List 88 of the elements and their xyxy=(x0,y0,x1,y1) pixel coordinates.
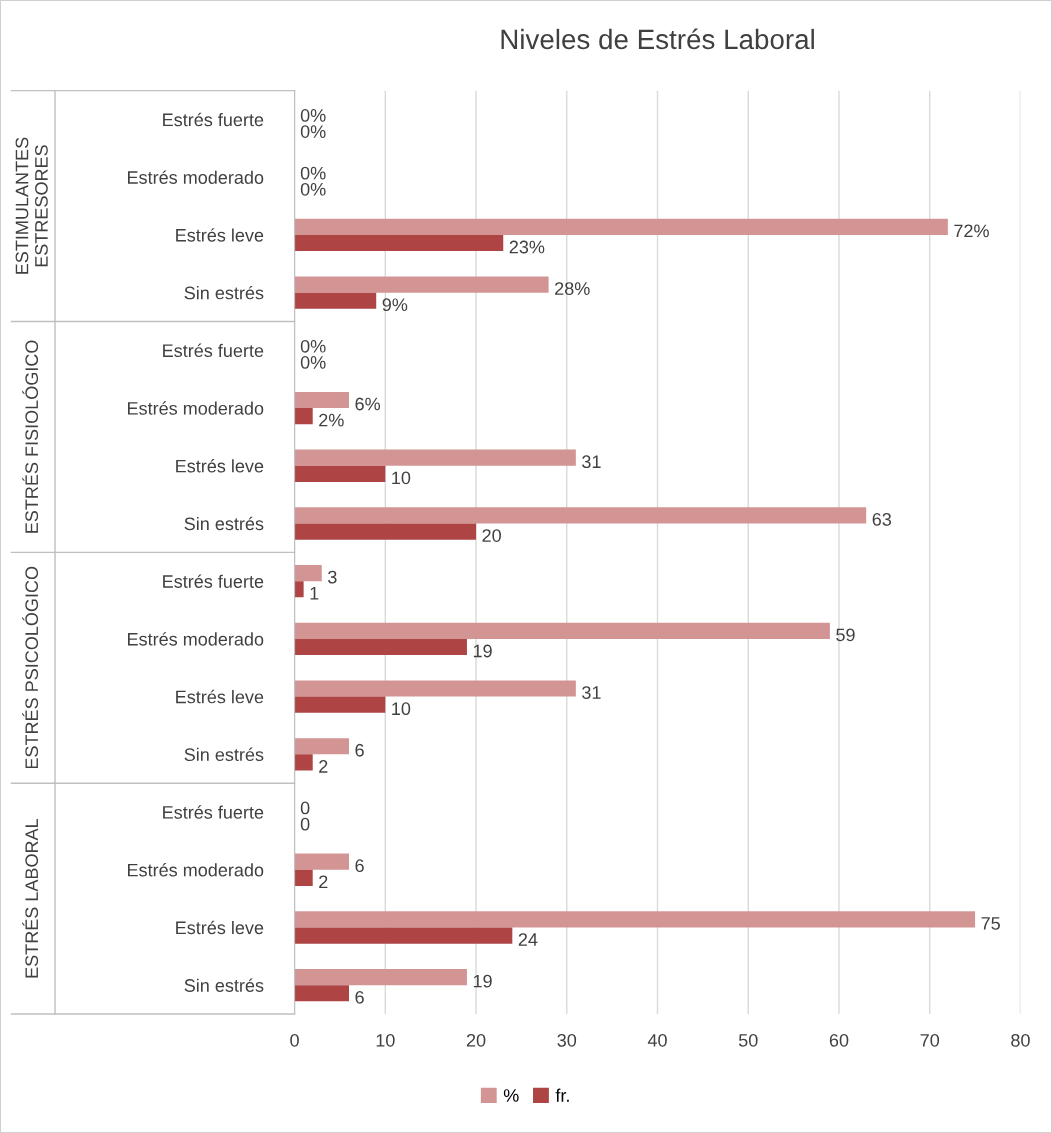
data-label: 6 xyxy=(355,990,364,1004)
data-label: 19 xyxy=(473,974,492,988)
x-tick-label: 50 xyxy=(738,1033,758,1047)
y-tick-label: Estrés moderado xyxy=(128,863,264,877)
data-label: 24 xyxy=(518,933,538,946)
data-label: 72% xyxy=(954,224,989,238)
y-tick-label: Estrés fuerte xyxy=(163,805,264,819)
data-label: 0% xyxy=(300,339,326,353)
bar xyxy=(294,969,467,986)
data-label: 0% xyxy=(300,125,326,138)
bar xyxy=(294,234,504,252)
x-tick-label: 10 xyxy=(376,1033,395,1047)
data-label: 0% xyxy=(300,182,326,196)
text: ESTRÉS LABORAL xyxy=(22,818,39,978)
data-label: 6% xyxy=(355,397,381,411)
legend-label: % xyxy=(503,1089,519,1102)
data-label: 0% xyxy=(300,109,326,122)
data-label: 23% xyxy=(509,240,545,254)
data-label: 19 xyxy=(473,644,492,658)
text: ESTRÉS PSICOLÓGICO xyxy=(22,566,39,769)
bar xyxy=(294,738,349,755)
y-tick-label: Estrés leve xyxy=(176,228,264,242)
bar xyxy=(294,696,386,713)
bar xyxy=(294,622,830,639)
data-label: 2 xyxy=(319,760,328,773)
y-tick-label: Sin estrés xyxy=(184,978,264,992)
text: ESTRÉS FISIOLÓGICO xyxy=(22,340,39,533)
chart-title: Niveles de Estrés Laboral xyxy=(501,28,814,50)
y-tick-label: Sin estrés xyxy=(184,516,264,531)
y-tick-label: Estrés leve xyxy=(176,920,264,935)
bar xyxy=(294,465,386,482)
y-tick-label: Estrés fuerte xyxy=(163,112,264,127)
data-label: 28% xyxy=(555,282,590,295)
y-tick-label: Sin estrés xyxy=(184,747,264,762)
y-tick-label: Estrés moderado xyxy=(128,170,264,184)
y-tick-label: Estrés leve xyxy=(176,689,264,704)
data-label: 0 xyxy=(300,817,310,831)
bar xyxy=(294,680,576,697)
bar xyxy=(294,869,313,886)
y-tick-label: Estrés fuerte xyxy=(163,343,264,358)
data-label: 0% xyxy=(300,356,326,369)
data-label: 6 xyxy=(355,743,364,757)
data-label: 2% xyxy=(319,413,344,427)
data-label: 63 xyxy=(872,513,892,526)
bar xyxy=(294,754,313,771)
x-tick-label: 40 xyxy=(647,1033,667,1047)
data-label: 9% xyxy=(382,298,408,312)
x-tick-label: 80 xyxy=(1011,1033,1030,1047)
y-tick-label: Sin estrés xyxy=(184,285,264,300)
data-label: 2 xyxy=(319,875,328,889)
bar xyxy=(294,408,313,425)
x-tick-label: 70 xyxy=(920,1033,940,1047)
data-label: 31 xyxy=(582,455,601,469)
bar xyxy=(294,449,576,466)
y-tick-label: Estrés moderado xyxy=(128,401,264,415)
y-tick-label: Estrés leve xyxy=(176,459,264,473)
data-label: 31 xyxy=(582,686,601,699)
data-label: 10 xyxy=(392,702,411,716)
bar xyxy=(294,292,377,309)
y-tick-label: Estrés moderado xyxy=(128,632,264,646)
bar xyxy=(294,391,349,409)
bar xyxy=(294,985,349,1002)
data-label: 59 xyxy=(836,628,855,642)
data-label: 0 xyxy=(300,801,310,815)
data-label: 0% xyxy=(300,166,326,180)
x-tick-label: 60 xyxy=(829,1033,849,1047)
text: ESTIMULANTES ESTRESORES xyxy=(15,137,48,274)
legend-label: fr. xyxy=(555,1088,569,1102)
y-tick-label: Estrés fuerte xyxy=(163,574,264,588)
bar xyxy=(294,638,467,656)
x-tick-label: 30 xyxy=(557,1033,577,1047)
bar xyxy=(294,581,304,598)
bar xyxy=(294,911,976,928)
data-label: 10 xyxy=(392,471,411,485)
data-label: 20 xyxy=(482,529,501,542)
data-label: 75 xyxy=(981,917,1000,930)
bar xyxy=(294,565,322,582)
x-tick-label: 0 xyxy=(290,1033,299,1047)
bar xyxy=(294,218,948,235)
bar xyxy=(294,507,867,524)
data-label: 1 xyxy=(310,587,319,600)
data-label: 3 xyxy=(328,570,337,584)
data-label: 6 xyxy=(355,859,364,873)
x-tick-label: 20 xyxy=(466,1033,486,1047)
bar xyxy=(294,853,349,870)
bar xyxy=(294,927,513,944)
bar xyxy=(294,523,477,540)
bar xyxy=(294,276,549,293)
